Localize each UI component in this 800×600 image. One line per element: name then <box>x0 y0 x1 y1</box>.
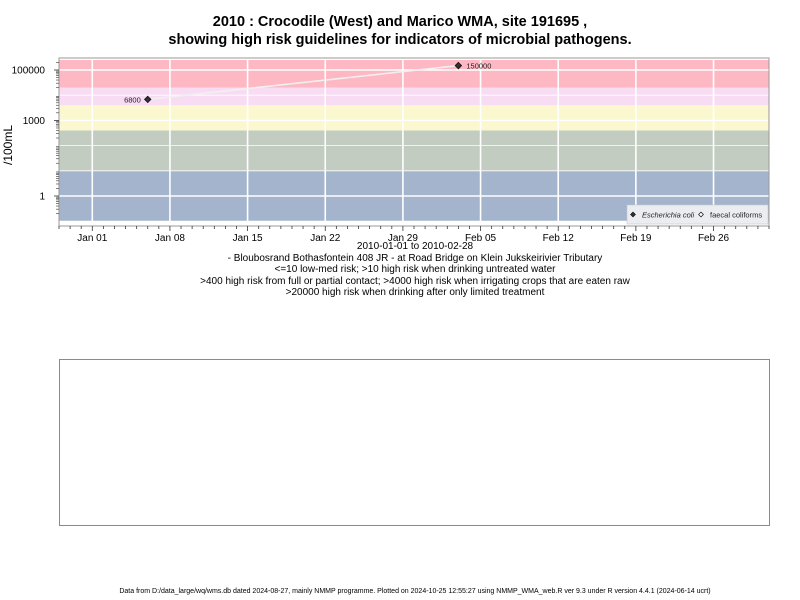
risk-band-2 <box>59 105 769 131</box>
legend-label-1: faecal coliforms <box>710 210 762 219</box>
caption-site-description: - Bloubosrand Bothasfontein 408 JR - at … <box>227 253 603 264</box>
x-tick-label-0: Jan 01 <box>77 233 107 244</box>
caption-date-range: 2010-01-01 to 2010-02-28 <box>356 241 474 252</box>
x-tick-label-4: Jan 29 <box>388 233 418 244</box>
chart-title-line-2: showing high risk guidelines for indicat… <box>168 32 632 48</box>
legend-marker-0 <box>630 211 636 218</box>
chart-title-line-1: 2010 : Crocodile (West) and Marico WMA, … <box>212 14 588 30</box>
caption-risk-line-3: >20000 high risk when drinking after onl… <box>285 287 545 298</box>
data-point-0-0 <box>143 95 152 104</box>
y-tick-label-1: 1000 <box>23 116 46 127</box>
legend: Escherichia coli faecal coliforms <box>626 204 769 225</box>
legend-label-0: Escherichia coli <box>642 210 694 219</box>
risk-band-1 <box>59 130 769 171</box>
y-tick-label-0: 1 <box>39 192 45 203</box>
x-tick-label-5: Feb 05 <box>465 233 497 244</box>
footer-note: Data from D:/data_large/wq/wms.db dated … <box>119 588 711 595</box>
x-tick-label-8: Feb 26 <box>698 233 730 244</box>
y-tick-label-2: 100000 <box>12 66 46 77</box>
x-tick-label-2: Jan 15 <box>233 233 263 244</box>
risk-band-3 <box>59 87 769 106</box>
data-label-0-1: 150000 <box>466 62 491 71</box>
risk-band-4 <box>59 59 769 88</box>
x-tick-label-3: Jan 22 <box>310 233 340 244</box>
x-tick-label-7: Feb 19 <box>620 233 652 244</box>
caption-risk-line-2: >400 high risk from full or partial cont… <box>200 276 630 287</box>
data-point-0-1 <box>454 61 463 70</box>
legend-marker-1 <box>698 211 704 218</box>
y-axis-label: /100mL <box>1 125 15 165</box>
legend-box <box>626 204 769 225</box>
caption-risk-line-1: <=10 low-med risk; >10 high risk when dr… <box>274 264 556 275</box>
x-tick-label-1: Jan 08 <box>155 233 185 244</box>
data-label-0-0: 6800 <box>124 95 141 104</box>
empty-plot-panel <box>59 359 770 526</box>
x-tick-label-6: Feb 12 <box>543 233 575 244</box>
series-line-0 <box>147 64 459 101</box>
